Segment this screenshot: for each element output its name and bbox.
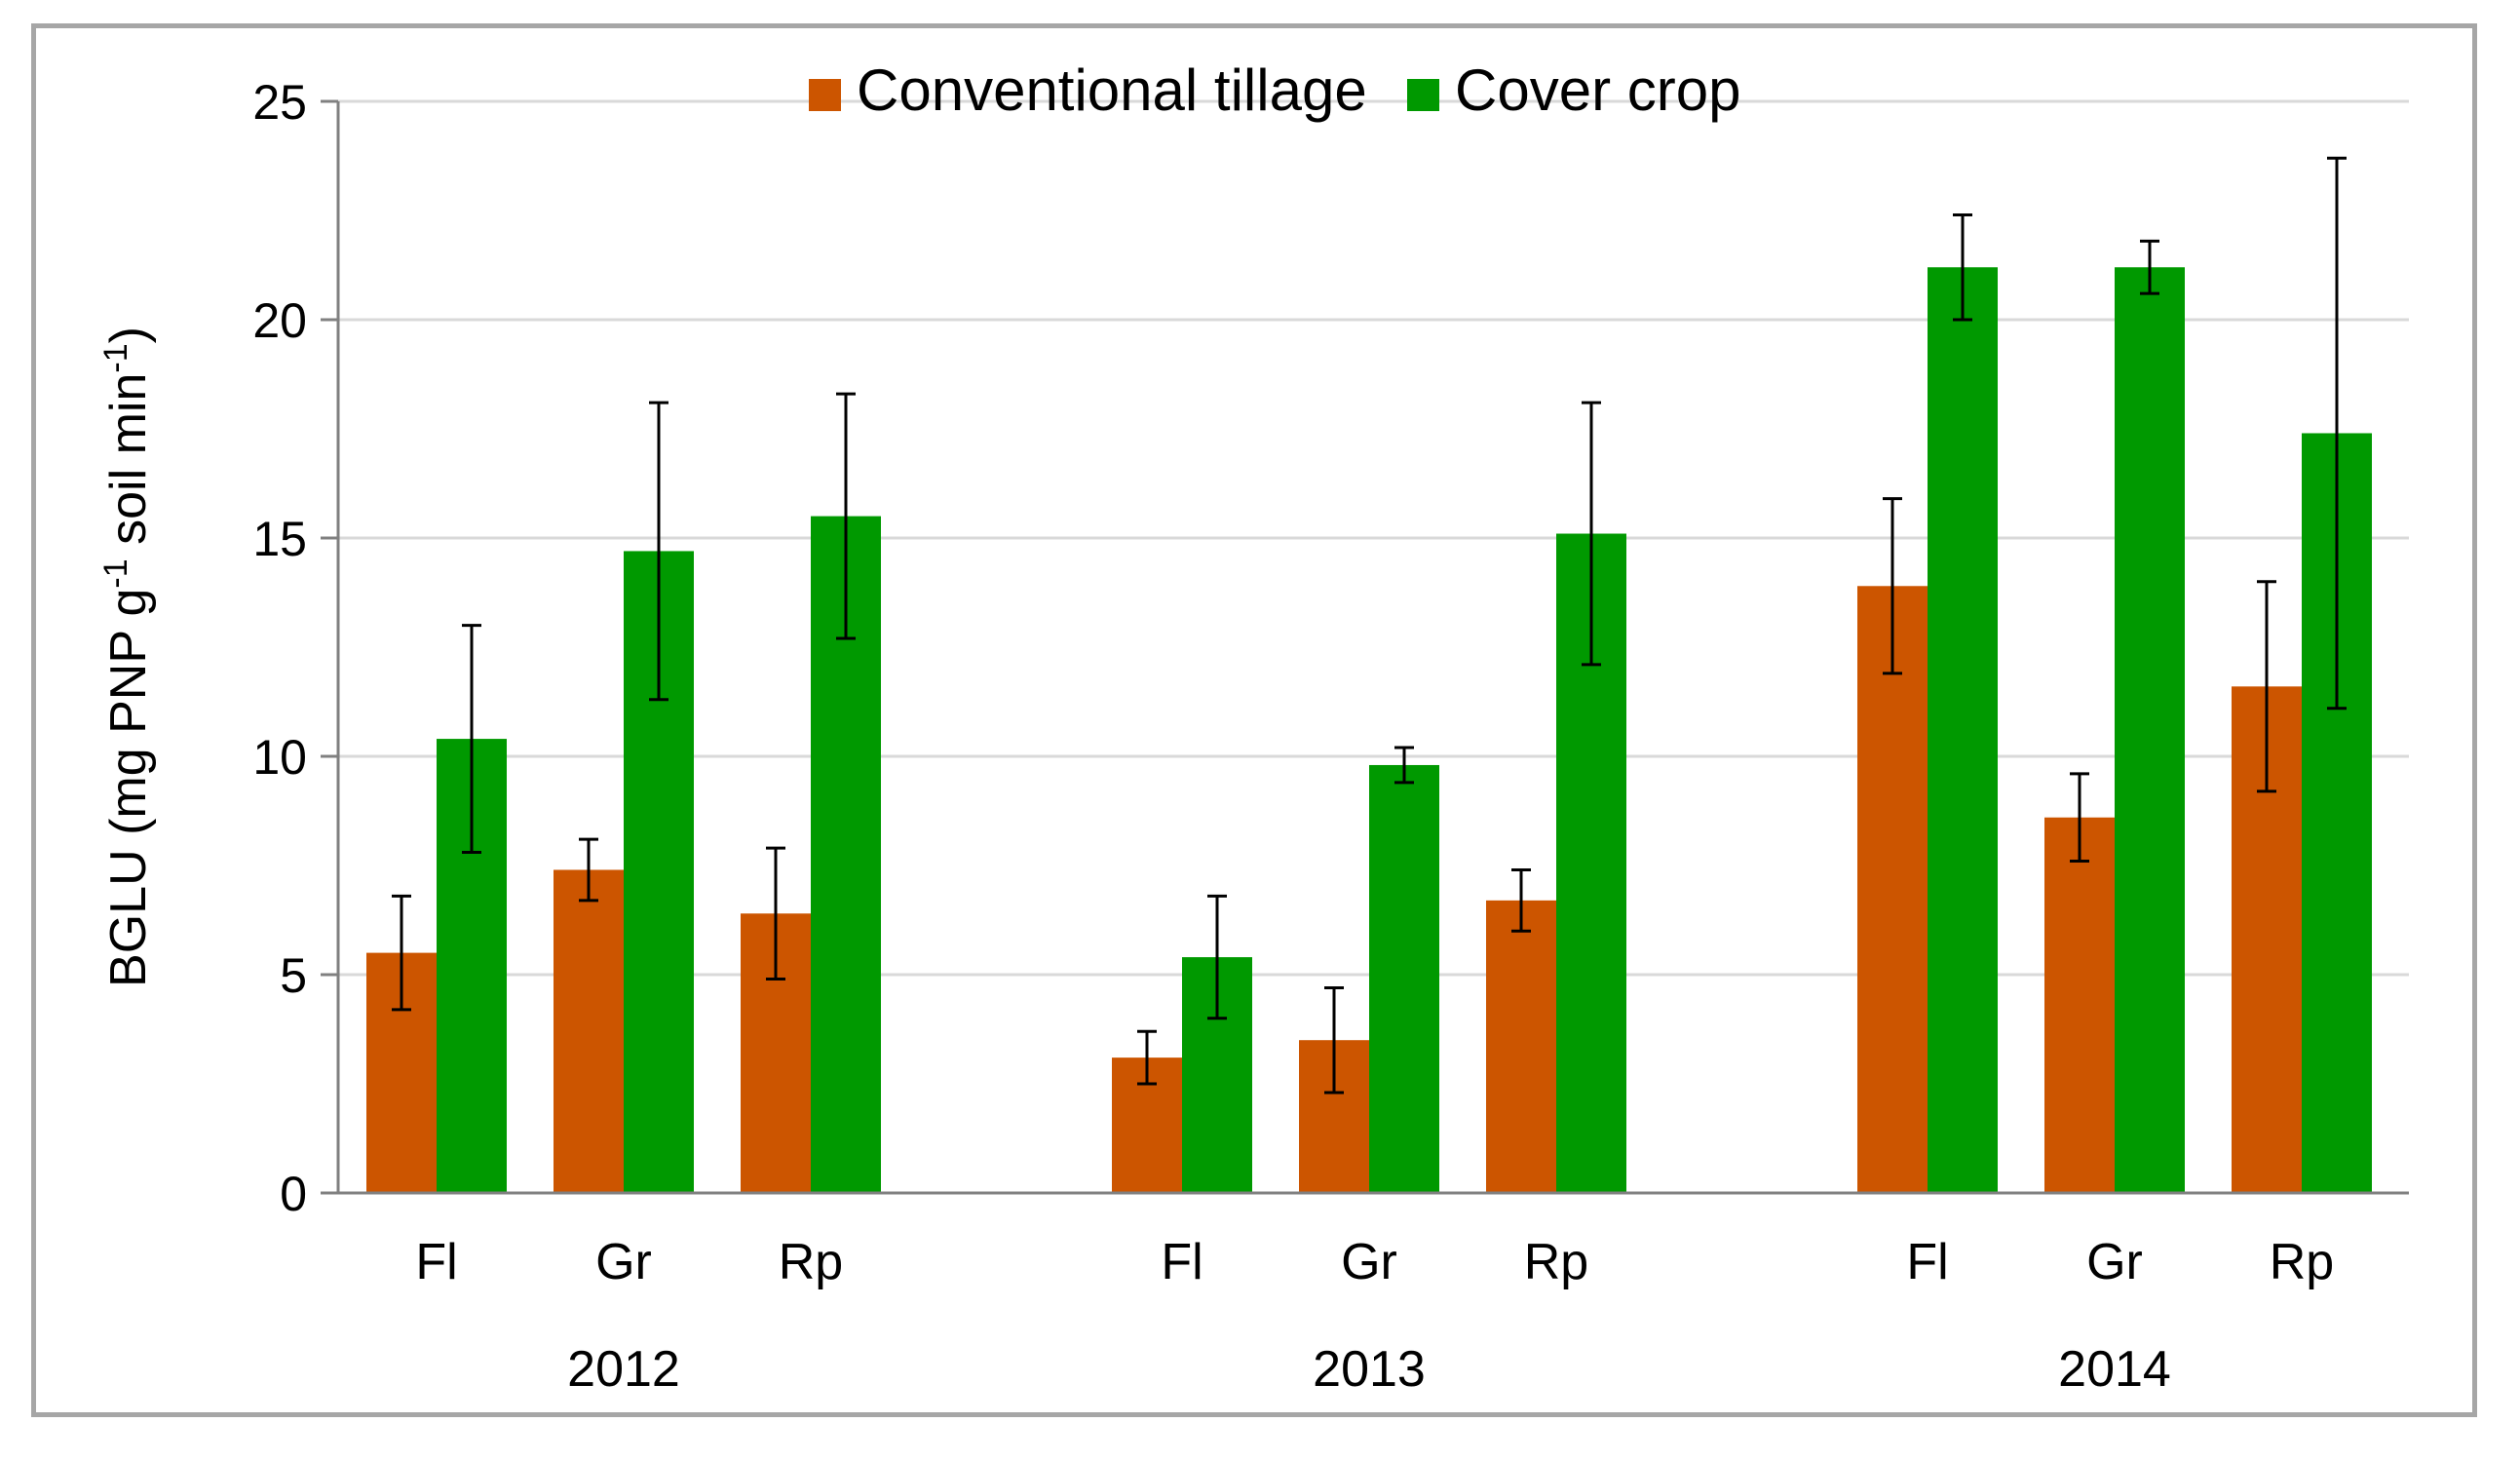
- bar-conventional-tillage: [2044, 817, 2115, 1193]
- x-labels: Fl Gr Rp 2012 Fl Gr Rp 2013 Fl Gr Rp 2014: [415, 1234, 2334, 1398]
- bar-chart: 0 5 10 15 20 25 Fl Gr Rp 2012 Fl Gr Rp 2013 Fl Gr Rp 201…: [97, 58, 2409, 1398]
- legend-label-cover-crop: Cover crop: [1455, 58, 1740, 123]
- y-tick-label: 10: [252, 730, 307, 785]
- x-tick-label-site: Gr: [2086, 1234, 2143, 1290]
- y-tick-label: 15: [252, 512, 307, 566]
- legend-swatch-conventional-tillage: [809, 79, 841, 111]
- legend-label-conventional-tillage: Conventional tillage: [857, 58, 1367, 123]
- bar-conventional-tillage: [1857, 586, 1928, 1193]
- error-bars: [392, 156, 2347, 1095]
- y-tick-label: 20: [252, 293, 307, 348]
- bar-cover-crop: [2115, 267, 2185, 1193]
- bar-conventional-tillage: [1486, 900, 1556, 1193]
- legend-swatch-cover-crop: [1407, 79, 1439, 111]
- chart-frame: 0 5 10 15 20 25 Fl Gr Rp 2012 Fl Gr Rp 2013 Fl Gr Rp 201…: [31, 23, 2477, 1417]
- legend: Conventional tillage Cover crop: [809, 58, 1740, 123]
- bar-conventional-tillage: [554, 869, 624, 1193]
- x-tick-label-site: Gr: [595, 1234, 652, 1290]
- bar-cover-crop: [1369, 764, 1439, 1193]
- x-group-label-year: 2013: [1313, 1341, 1426, 1398]
- x-tick-label-site: Fl: [1161, 1234, 1203, 1290]
- axes: [321, 99, 2409, 1195]
- y-axis-label: BGLU (mg PNP g-1 soil min-1): [97, 327, 157, 987]
- bar-cover-crop: [1928, 267, 1998, 1193]
- y-axis-label-main: BGLU (mg PNP g: [100, 589, 157, 987]
- x-tick-label-site: Rp: [779, 1234, 843, 1290]
- y-axis-label-end: ): [100, 327, 157, 343]
- y-axis-label-sup1: -1: [97, 558, 134, 588]
- x-tick-label-site: Gr: [1341, 1234, 1397, 1290]
- y-tick-label: 25: [252, 75, 307, 130]
- x-tick-label-site: Rp: [1524, 1234, 1588, 1290]
- bars: [366, 267, 2372, 1194]
- x-group-label-year: 2014: [2058, 1341, 2171, 1398]
- x-tick-label-site: Fl: [1906, 1234, 1948, 1290]
- y-tick-labels: 0 5 10 15 20 25: [252, 75, 307, 1221]
- y-tick-label: 0: [280, 1167, 307, 1221]
- y-axis-label-sup2: -1: [97, 343, 134, 372]
- x-tick-label-site: Rp: [2270, 1234, 2334, 1290]
- y-tick-label: 5: [280, 948, 307, 1003]
- y-axis-label-mid: soil min: [100, 373, 157, 559]
- x-tick-label-site: Fl: [415, 1234, 457, 1290]
- x-group-label-year: 2012: [567, 1341, 680, 1398]
